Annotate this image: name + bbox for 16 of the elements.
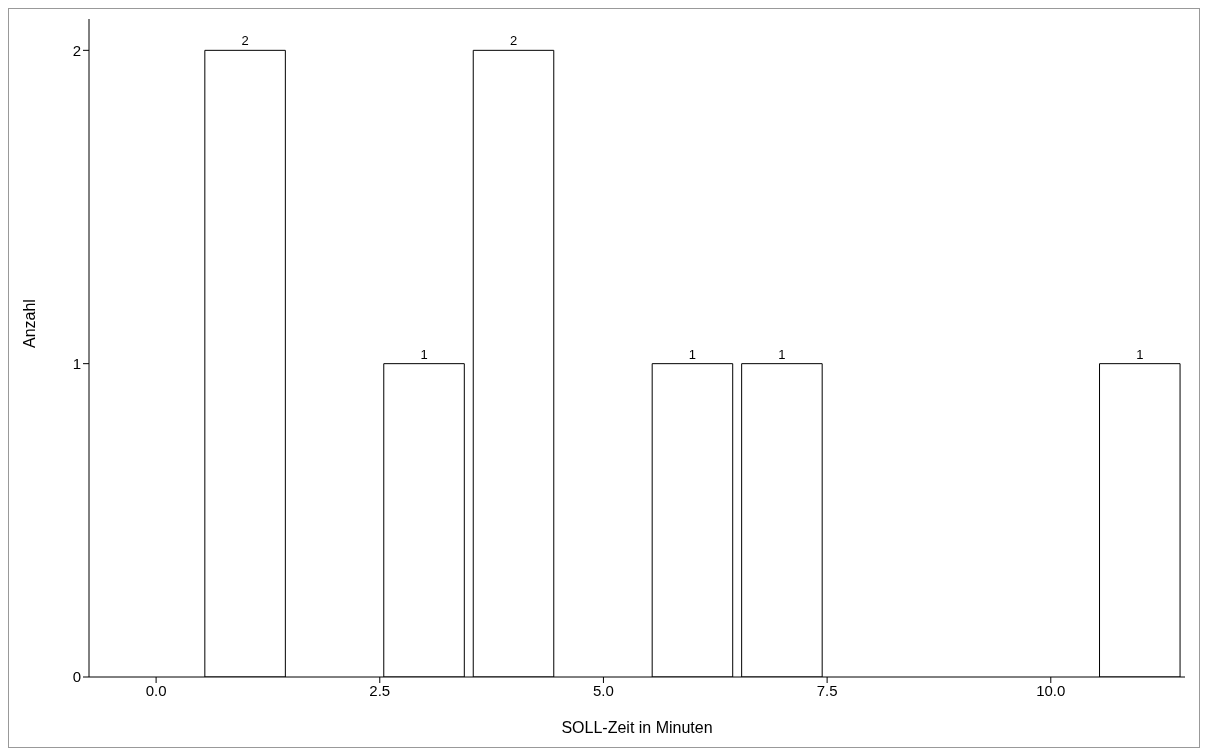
data-label: 1 [688, 346, 697, 362]
data-label: 2 [509, 33, 518, 49]
x-tick-label: 2.5 [369, 681, 391, 699]
x-tick-label: 5.0 [593, 681, 614, 699]
y-tick-label: 2 [72, 41, 81, 59]
y-tick-label: 1 [72, 354, 81, 372]
y-tick-label: 0 [72, 668, 81, 686]
data-label: 1 [420, 346, 428, 362]
x-tick-label: 7.5 [816, 681, 838, 699]
data-label: 1 [1136, 346, 1144, 362]
x-tick-label: 10.0 [1036, 681, 1066, 699]
x-axis-title: SOLL-Zeit in Minuten [561, 719, 713, 736]
x-tick-label: 0.0 [145, 681, 167, 699]
data-label: 2 [241, 33, 249, 49]
y-axis-title: Anzahl [20, 299, 38, 348]
data-label: 1 [778, 346, 786, 362]
